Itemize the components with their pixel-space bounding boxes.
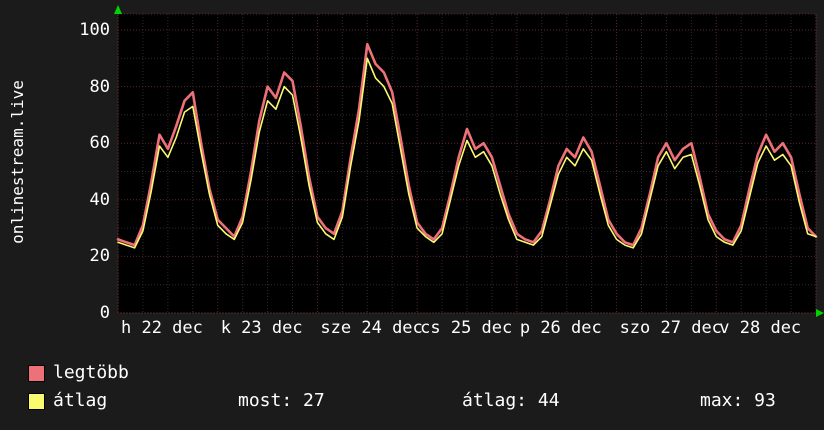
x-tick-label: szo 27 dec [619, 318, 722, 338]
legend-label-atlag: átlag [53, 390, 108, 411]
y-tick-label: 20 [89, 246, 110, 267]
plot-frame [117, 13, 817, 314]
x-tick-label: p 26 dec [519, 318, 602, 338]
legend-label-legtobb: legtöbb [53, 362, 129, 383]
x-axis-arrow-icon [816, 309, 824, 317]
y-axis-arrow-icon [114, 5, 122, 14]
x-tick-label: cs 25 dec [420, 318, 513, 338]
y-tick-label: 0 [99, 303, 110, 323]
y-tick-label: 100 [79, 20, 110, 40]
legend-swatch-legtobb [28, 364, 45, 382]
legend-swatch-atlag [28, 392, 45, 410]
stat-atlag: átlag: 44 [462, 390, 560, 411]
y-tick-label: 40 [89, 189, 110, 210]
plot-background [118, 14, 816, 313]
y-tick-label: 60 [89, 133, 110, 154]
y-tick-label: 80 [89, 76, 110, 97]
legend-row-atlag: átlag [28, 390, 107, 412]
x-tick-label: v 28 dec [719, 318, 802, 338]
series-line-legtobb [116, 42, 818, 247]
x-tick-label: h 22 dec [121, 318, 203, 338]
stat-max: max: 93 [700, 390, 776, 411]
y-axis-title: onlinestream.live [8, 80, 27, 244]
legend-row-legtobb: legtöbb [28, 362, 129, 384]
x-tick-label: sze 24 dec [320, 318, 423, 338]
series-line-atlag [117, 57, 817, 249]
x-tick-label: k 23 dec [220, 318, 303, 338]
stat-most: most: 27 [238, 390, 325, 411]
